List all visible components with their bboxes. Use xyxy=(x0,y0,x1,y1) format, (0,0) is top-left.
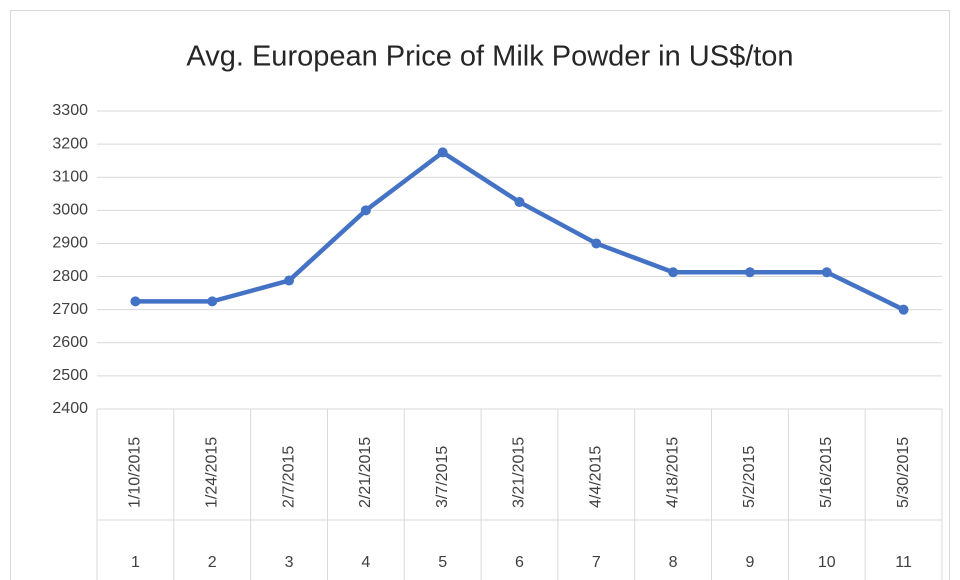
y-tick-label: 2600 xyxy=(52,334,88,351)
x-tick-label: 2/21/2015 xyxy=(357,437,374,508)
x-tick-label: 5/2/2015 xyxy=(741,446,758,508)
chart-border xyxy=(10,10,950,580)
point xyxy=(360,205,371,216)
x-group-label: 7 xyxy=(592,554,601,571)
y-tick-label: 3000 xyxy=(52,202,88,219)
y-tick-label: 3200 xyxy=(52,135,88,152)
point xyxy=(898,304,909,315)
x-tick-label: 2/7/2015 xyxy=(280,446,297,508)
x-group-label: 10 xyxy=(818,554,836,571)
x-group-label: 8 xyxy=(669,554,678,571)
point xyxy=(668,267,679,278)
x-tick-label: 4/18/2015 xyxy=(664,437,681,508)
point xyxy=(821,267,832,278)
x-tick-label: 5/30/2015 xyxy=(895,437,912,508)
x-tick-label: 5/16/2015 xyxy=(818,437,835,508)
chart-title: Avg. European Price of Milk Powder in US… xyxy=(186,41,793,73)
x-tick-label: 1/10/2015 xyxy=(127,437,144,508)
y-tick-label: 2400 xyxy=(52,400,88,417)
point xyxy=(744,267,755,278)
point xyxy=(284,275,295,286)
x-group-label: 6 xyxy=(515,554,524,571)
x-tick-label: 3/21/2015 xyxy=(511,437,528,508)
y-tick-label: 2900 xyxy=(52,235,88,252)
point xyxy=(207,296,218,307)
x-group-label: 1 xyxy=(131,554,140,571)
x-tick-label: 3/7/2015 xyxy=(434,446,451,508)
x-tick-label: 4/4/2015 xyxy=(588,446,605,508)
x-group-label: 4 xyxy=(361,554,370,571)
y-tick-label: 2800 xyxy=(52,268,88,285)
x-group-label: 2 xyxy=(208,554,217,571)
y-tick-label: 3300 xyxy=(52,102,88,119)
y-tick-label: 2500 xyxy=(52,367,88,384)
y-tick-label: 3100 xyxy=(52,168,88,185)
x-group-label: 9 xyxy=(746,554,755,571)
x-tick-label: 1/24/2015 xyxy=(203,437,220,508)
x-group-label: 3 xyxy=(285,554,294,571)
point xyxy=(437,147,448,158)
x-group-label: 11 xyxy=(895,554,912,571)
point xyxy=(591,238,602,249)
point xyxy=(514,197,525,208)
y-tick-label: 2700 xyxy=(52,301,88,318)
point xyxy=(130,296,141,307)
x-group-label: 5 xyxy=(438,554,447,571)
